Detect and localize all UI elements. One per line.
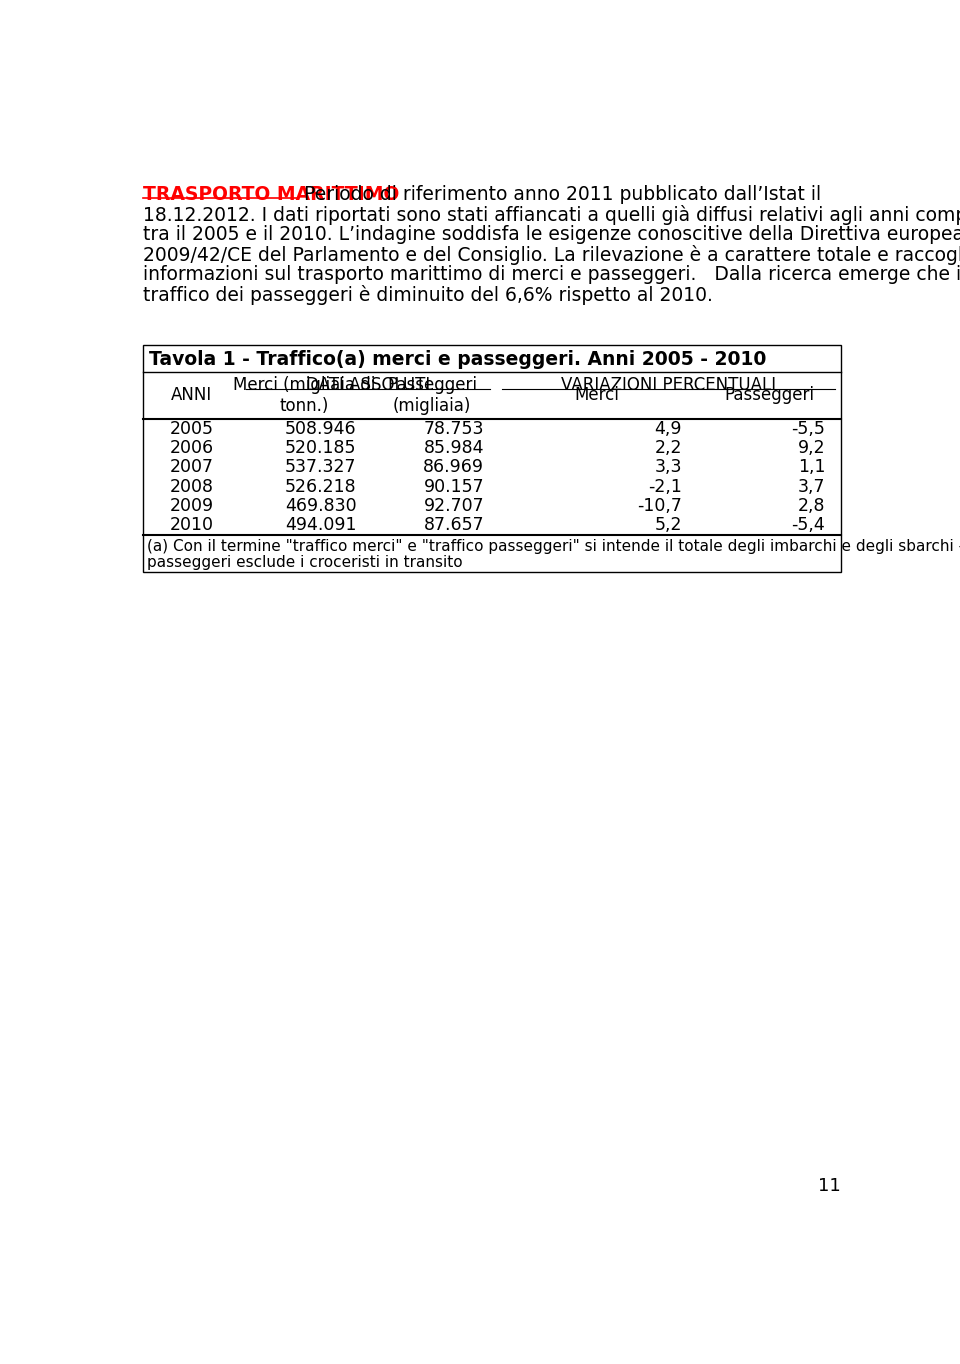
Text: DATI ASSOLUTI: DATI ASSOLUTI	[306, 376, 430, 394]
Text: Merci (migliaia di
tonn.): Merci (migliaia di tonn.)	[233, 376, 375, 415]
Text: 3,3: 3,3	[655, 458, 682, 476]
Text: 2009: 2009	[170, 496, 214, 516]
FancyBboxPatch shape	[143, 345, 841, 572]
Text: 2006: 2006	[170, 439, 214, 457]
Text: -5,5: -5,5	[791, 420, 826, 438]
Text: (a) Con il termine "traffico merci" e "traffico passeggeri" si intende il totale: (a) Con il termine "traffico merci" e "t…	[147, 539, 960, 554]
Text: 2010: 2010	[170, 516, 214, 535]
Text: 526.218: 526.218	[285, 477, 356, 495]
Text: 2009/42/CE del Parlamento e del Consiglio. La rilevazione è a carattere totale e: 2009/42/CE del Parlamento e del Consigli…	[143, 246, 960, 266]
Text: 78.753: 78.753	[423, 420, 484, 438]
Text: -2,1: -2,1	[648, 477, 682, 495]
Text: passeggeri esclude i croceristi in transito: passeggeri esclude i croceristi in trans…	[147, 555, 463, 570]
Text: TRASPORTO MARITTIMO: TRASPORTO MARITTIMO	[143, 186, 399, 205]
Text: 520.185: 520.185	[285, 439, 356, 457]
Text: 86.969: 86.969	[423, 458, 484, 476]
Text: VARIAZIONI PERCENTUALI: VARIAZIONI PERCENTUALI	[561, 376, 776, 394]
Text: 494.091: 494.091	[285, 516, 356, 535]
Text: 469.830: 469.830	[285, 496, 356, 516]
Text: 5,2: 5,2	[655, 516, 682, 535]
Text: 2,2: 2,2	[655, 439, 682, 457]
Text: Passeggeri
(migliaia): Passeggeri (migliaia)	[387, 376, 477, 415]
Text: 85.984: 85.984	[423, 439, 484, 457]
Text: informazioni sul trasporto marittimo di merci e passeggeri.   Dalla ricerca emer: informazioni sul trasporto marittimo di …	[143, 266, 960, 284]
Text: 9,2: 9,2	[798, 439, 826, 457]
Text: 87.657: 87.657	[423, 516, 484, 535]
Text: 90.157: 90.157	[423, 477, 484, 495]
Text: 2007: 2007	[170, 458, 214, 476]
Text: Merci: Merci	[574, 386, 619, 405]
Text: 537.327: 537.327	[285, 458, 356, 476]
Text: 4,9: 4,9	[655, 420, 682, 438]
Text: 92.707: 92.707	[423, 496, 484, 516]
Text: 3,7: 3,7	[798, 477, 826, 495]
Text: 2,8: 2,8	[798, 496, 826, 516]
Text: 18.12.2012. I dati riportati sono stati affiancati a quelli già diffusi relativi: 18.12.2012. I dati riportati sono stati …	[143, 205, 960, 225]
Text: tra il 2005 e il 2010. L’indagine soddisfa le esigenze conoscitive della Diretti: tra il 2005 e il 2010. L’indagine soddis…	[143, 225, 960, 244]
Text: Periodo di riferimento anno 2011 pubblicato dall’Istat il: Periodo di riferimento anno 2011 pubblic…	[299, 186, 822, 205]
Text: 508.946: 508.946	[285, 420, 356, 438]
Text: Tavola 1 - Traffico(a) merci e passeggeri. Anni 2005 - 2010: Tavola 1 - Traffico(a) merci e passegger…	[150, 351, 767, 370]
Text: 1,1: 1,1	[798, 458, 826, 476]
Text: -10,7: -10,7	[637, 496, 682, 516]
Text: 11: 11	[818, 1177, 841, 1195]
Text: Passeggeri: Passeggeri	[724, 386, 814, 405]
Text: traffico dei passeggeri è diminuito del 6,6% rispetto al 2010.: traffico dei passeggeri è diminuito del …	[143, 285, 713, 306]
Text: -5,4: -5,4	[791, 516, 826, 535]
Text: 2005: 2005	[170, 420, 214, 438]
Text: ANNI: ANNI	[171, 386, 212, 405]
Text: 2008: 2008	[170, 477, 214, 495]
